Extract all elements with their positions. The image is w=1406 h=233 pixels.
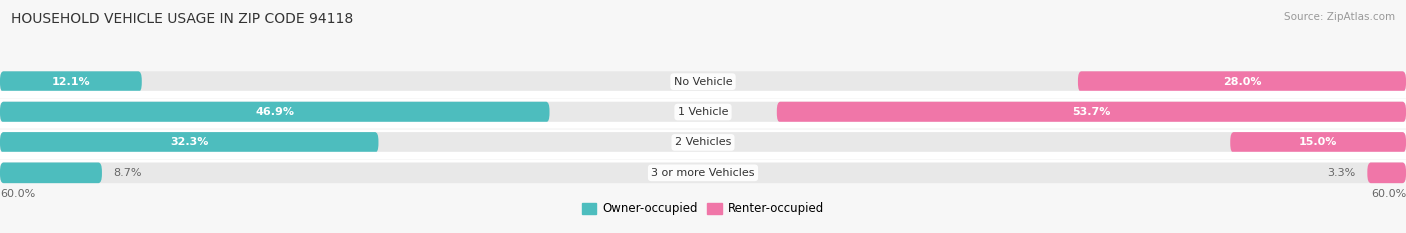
FancyBboxPatch shape	[0, 71, 1406, 92]
FancyBboxPatch shape	[0, 132, 378, 153]
Text: 28.0%: 28.0%	[1223, 77, 1261, 87]
FancyBboxPatch shape	[0, 162, 1406, 183]
FancyBboxPatch shape	[776, 102, 1406, 122]
Text: 32.3%: 32.3%	[170, 137, 208, 147]
Text: 12.1%: 12.1%	[52, 77, 90, 87]
Text: 60.0%: 60.0%	[1371, 189, 1406, 199]
Text: 2 Vehicles: 2 Vehicles	[675, 137, 731, 147]
Text: HOUSEHOLD VEHICLE USAGE IN ZIP CODE 94118: HOUSEHOLD VEHICLE USAGE IN ZIP CODE 9411…	[11, 12, 353, 26]
FancyBboxPatch shape	[1230, 132, 1406, 153]
Text: 15.0%: 15.0%	[1299, 137, 1337, 147]
FancyBboxPatch shape	[0, 71, 142, 92]
Text: 1 Vehicle: 1 Vehicle	[678, 107, 728, 117]
Legend: Owner-occupied, Renter-occupied: Owner-occupied, Renter-occupied	[578, 198, 828, 220]
FancyBboxPatch shape	[0, 162, 103, 183]
Text: 3.3%: 3.3%	[1327, 168, 1355, 178]
Text: 53.7%: 53.7%	[1073, 107, 1111, 117]
Text: 3 or more Vehicles: 3 or more Vehicles	[651, 168, 755, 178]
FancyBboxPatch shape	[0, 102, 550, 122]
Text: 46.9%: 46.9%	[256, 107, 294, 117]
Text: No Vehicle: No Vehicle	[673, 77, 733, 87]
FancyBboxPatch shape	[1367, 162, 1406, 183]
Text: 8.7%: 8.7%	[114, 168, 142, 178]
Text: Source: ZipAtlas.com: Source: ZipAtlas.com	[1284, 12, 1395, 22]
Text: 60.0%: 60.0%	[0, 189, 35, 199]
FancyBboxPatch shape	[0, 132, 1406, 153]
FancyBboxPatch shape	[0, 102, 1406, 122]
FancyBboxPatch shape	[1078, 71, 1406, 92]
